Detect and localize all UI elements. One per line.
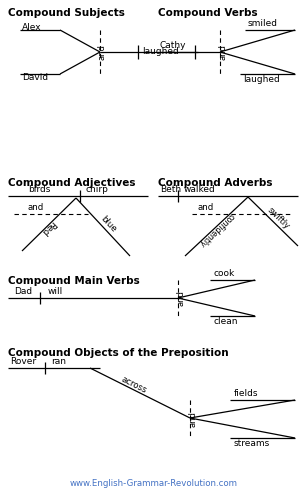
Text: laughed: laughed xyxy=(243,75,280,84)
Text: and: and xyxy=(28,203,44,212)
Text: and: and xyxy=(188,411,197,427)
Text: fields: fields xyxy=(234,389,258,398)
Text: and: and xyxy=(198,203,214,212)
Text: laughed: laughed xyxy=(142,46,179,56)
Text: Dad: Dad xyxy=(14,287,32,296)
Text: Compound Objects of the Preposition: Compound Objects of the Preposition xyxy=(8,348,229,358)
Text: smiled: smiled xyxy=(248,19,278,28)
Text: and: and xyxy=(218,44,228,60)
Text: chirp: chirp xyxy=(86,185,109,194)
Text: confidently: confidently xyxy=(197,211,236,248)
Text: ran: ran xyxy=(51,357,66,366)
Text: will: will xyxy=(48,287,63,296)
Text: Compound Subjects: Compound Subjects xyxy=(8,8,125,18)
Text: birds: birds xyxy=(28,185,51,194)
Text: David: David xyxy=(22,74,48,82)
Text: Rover: Rover xyxy=(10,357,36,366)
Text: Compound Verbs: Compound Verbs xyxy=(158,8,257,18)
Text: Red: Red xyxy=(39,218,57,236)
Text: Compound Adverbs: Compound Adverbs xyxy=(158,178,273,188)
Text: cook: cook xyxy=(213,269,234,278)
Text: Compound Main Verbs: Compound Main Verbs xyxy=(8,276,140,286)
Text: blue: blue xyxy=(99,214,118,234)
Text: Alex: Alex xyxy=(22,22,42,32)
Text: www.English-Grammar-Revolution.com: www.English-Grammar-Revolution.com xyxy=(70,480,238,488)
Text: and: and xyxy=(98,44,107,60)
Text: and: and xyxy=(176,290,185,306)
Text: streams: streams xyxy=(234,439,270,448)
Text: swiftly: swiftly xyxy=(265,206,291,231)
Text: walked: walked xyxy=(184,185,216,194)
Text: Cathy: Cathy xyxy=(160,41,187,50)
Text: across: across xyxy=(120,375,148,395)
Text: Beth: Beth xyxy=(160,185,181,194)
Text: clean: clean xyxy=(213,317,237,326)
Text: Compound Adjectives: Compound Adjectives xyxy=(8,178,136,188)
